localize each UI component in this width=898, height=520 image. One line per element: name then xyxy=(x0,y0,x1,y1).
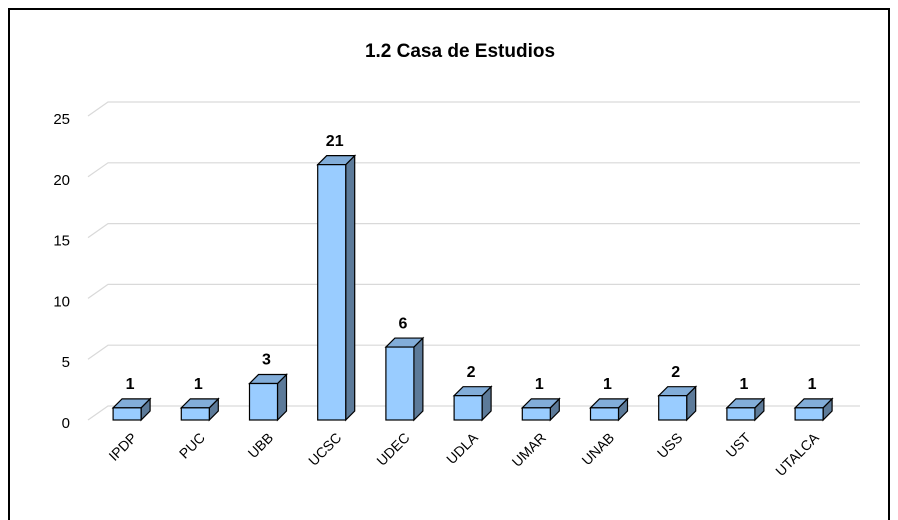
chart-title: 1.2 Casa de Estudios xyxy=(365,41,555,62)
bar xyxy=(248,373,288,422)
bar-front xyxy=(726,407,756,421)
bar-front xyxy=(521,407,551,421)
bar-side xyxy=(413,336,424,422)
bar xyxy=(179,397,220,422)
bar-front xyxy=(453,395,483,421)
y-tick-label: 10 xyxy=(53,293,70,310)
value-label: 1 xyxy=(126,376,135,393)
bar-front xyxy=(112,407,142,421)
bar-front xyxy=(658,395,688,421)
bar xyxy=(725,397,766,422)
grid-line xyxy=(87,101,860,117)
bar-side xyxy=(345,154,356,422)
bar xyxy=(384,336,425,422)
grid-line xyxy=(87,283,860,299)
bar-front xyxy=(794,407,824,421)
y-tick-label: 25 xyxy=(53,111,70,128)
chart-border xyxy=(8,8,890,520)
bar xyxy=(316,154,357,422)
bar-front xyxy=(317,164,347,421)
value-label: 21 xyxy=(326,133,344,150)
bar xyxy=(793,397,834,422)
bar xyxy=(452,385,493,422)
grid-line xyxy=(87,162,860,178)
value-label: 1 xyxy=(808,376,817,393)
bar xyxy=(589,397,629,422)
y-tick-label: 0 xyxy=(62,415,70,432)
bar-front xyxy=(248,382,279,421)
y-tick-label: 15 xyxy=(53,233,70,250)
value-label: 1 xyxy=(194,376,203,393)
grid-line xyxy=(87,223,860,239)
value-label: 2 xyxy=(467,364,476,381)
bar xyxy=(657,385,698,422)
value-label: 6 xyxy=(398,315,407,332)
y-tick-label: 20 xyxy=(53,172,70,189)
bar xyxy=(520,397,561,422)
bar-front xyxy=(180,407,210,421)
value-label: 1 xyxy=(739,376,748,393)
bar xyxy=(111,397,152,422)
bar-front xyxy=(385,346,415,421)
value-label: 1 xyxy=(603,376,612,393)
bar-front xyxy=(589,407,620,421)
y-tick-label: 5 xyxy=(62,354,70,371)
grid-line xyxy=(87,344,860,360)
value-label: 2 xyxy=(671,364,680,381)
value-label: 3 xyxy=(262,352,271,369)
value-label: 1 xyxy=(535,376,544,393)
